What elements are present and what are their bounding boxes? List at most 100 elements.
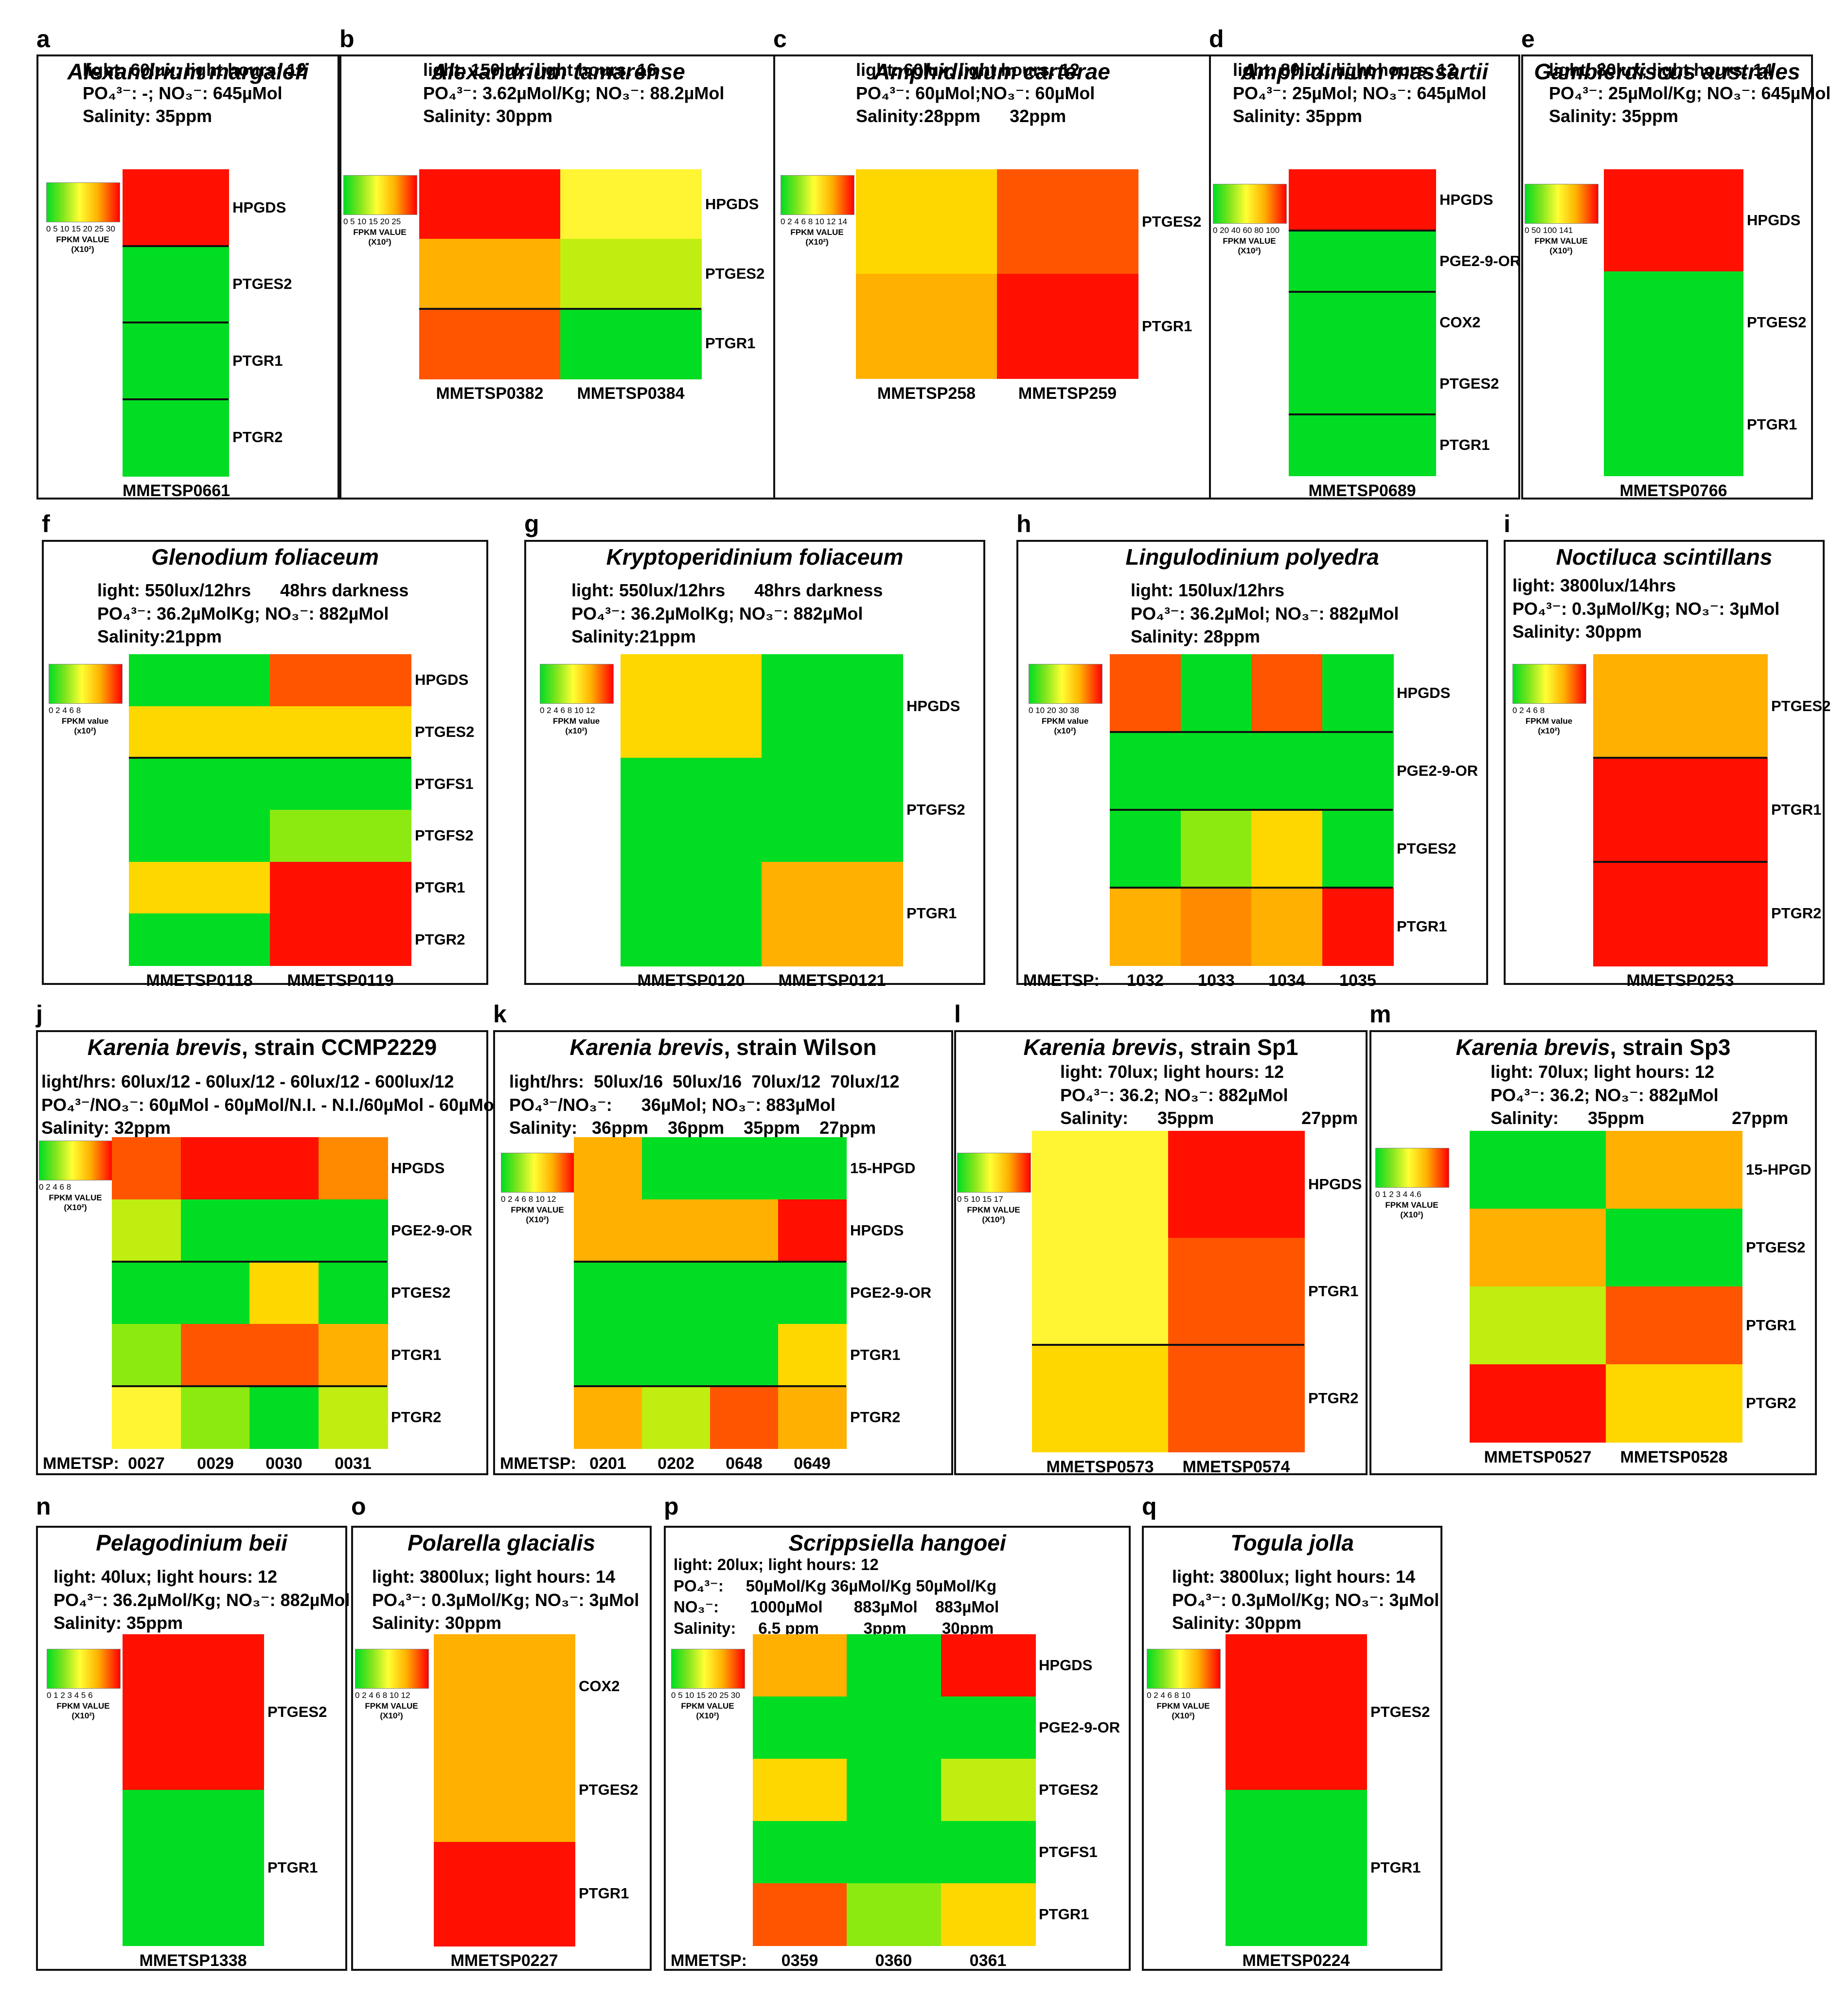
heatmap-cell [181,1137,250,1200]
panel-title: Togula jolla [1144,1531,1440,1555]
legend-caption: FPKM value (x10²) [1041,716,1089,735]
gene-label: 15-HPGD [1746,1161,1812,1178]
heatmap-cell [762,862,903,966]
gene-label: HPGDS [1308,1176,1362,1193]
sample-label: 1034 [1268,971,1305,990]
heatmap-cell [778,1137,847,1200]
heatmap-cell [270,706,411,759]
condition-line: light: 20lux; light hours: 12 [674,1555,879,1573]
species-name: Karenia brevis [569,1035,724,1060]
gene-label: PTGR2 [850,1409,901,1426]
panel-label: m [1369,1000,1391,1028]
row-separator [1289,413,1436,415]
gene-label: PTGR2 [232,429,283,446]
legend-caption: FPKM VALUE (X10²) [56,235,109,254]
gene-label: PTGR2 [415,931,465,948]
condition-line: Salinity: 30ppm [372,1613,502,1633]
gene-label: PTGFS1 [415,775,474,792]
heatmap-cell [1226,1790,1367,1946]
legend-ticks: 0 50 100 141 [1525,226,1573,235]
panel-label: e [1521,25,1535,53]
condition-line: light: 3800lux; light hours: 14 [1172,1567,1416,1587]
gene-label: PTGR1 [415,879,465,896]
heatmap-cell [753,1883,848,1946]
gene-label: PTGR1 [1439,436,1490,453]
heatmap-cell [1032,1345,1169,1452]
heatmap-cell [710,1324,779,1387]
legend-colorbar [540,664,614,704]
legend-colorbar [49,664,123,704]
legend-caption: FPKM value (x10²) [61,716,109,735]
heatmap-cell [1606,1131,1742,1209]
heatmap-cell [847,1883,942,1946]
condition-line: PO₄³⁻: 36.2µMol; NO₃⁻: 882µMol [1131,603,1399,624]
heatmap-cell [941,1759,1036,1821]
heatmap-cell [112,1386,181,1449]
heatmap-cell [1322,888,1394,966]
condition-line: light: 80lux; light hours: 12 [1233,60,1457,80]
sample-label: MMETSP0527 [1484,1448,1592,1466]
legend-colorbar [957,1153,1031,1193]
gene-label: PGE2-9-OR [1397,762,1478,779]
row-separator [1593,861,1767,863]
heatmap-cell [1032,1238,1169,1345]
gene-label: PTGR2 [1746,1394,1796,1411]
legend-ticks: 0 2 4 6 8 [49,706,81,715]
sample-label: MMETSP0766 [1619,482,1727,500]
heatmap-cell [941,1696,1036,1759]
panel-title: Amphidinium massartii [1211,59,1518,84]
condition-line: Salinity: 35ppm [53,1613,183,1633]
panel-title: Polarella glacialis [353,1531,650,1555]
legend-ticks: 0 2 4 6 8 [39,1182,71,1192]
sample-label: MMETSP0118 [146,971,253,990]
gene-label: PTGR1 [705,335,756,352]
heatmap-cell [778,1386,847,1449]
legend-ticks: 0 2 4 6 8 10 12 [540,706,595,715]
heatmap-cell [1251,810,1323,888]
species-name: Amphidinium carterae [874,59,1110,84]
row-separator [1110,731,1393,733]
heatmap-cell [856,274,997,379]
gene-label: PGE2-9-OR [1039,1719,1120,1736]
condition-line: PO₄³⁻: -; NO₃⁻: 645µMol [83,83,283,103]
heatmap-cell [574,1262,642,1324]
legend-caption: FPKM VALUE (X10²) [49,1193,102,1212]
heatmap-cell [621,862,762,966]
condition-line: PO₄³⁻/NO₃⁻: 60µMol - 60µMol/N.I. - N.I./… [41,1094,499,1115]
gene-label: PTGR1 [906,905,957,922]
species-name: Scrippsiella hangoei [788,1530,1006,1555]
heatmap-cell [1604,271,1743,374]
heatmap-cell [753,1759,848,1821]
species-name: Alexandrium tamarense [431,59,685,84]
legend-colorbar [671,1649,745,1689]
panel-label: k [493,1000,507,1028]
sample-label: MMETSP0573 [1046,1458,1154,1476]
heatmap-cell [642,1199,711,1262]
heatmap-cell [1470,1209,1606,1287]
gene-label: PTGR1 [1746,1317,1796,1334]
heatmap-cell [270,913,411,966]
condition-line: PO₄³⁻: 0.3µMol/Kg; NO₃⁻: 3µMol [1512,598,1780,619]
heatmap-cell [847,1759,942,1821]
legend-ticks: 0 2 4 6 8 10 [1147,1691,1191,1700]
legend-colorbar [501,1153,575,1193]
gene-label: PTGES2 [1142,213,1202,230]
condition-line: light: 40lux; light hours: 12 [53,1567,278,1587]
heatmap-cell [270,810,411,862]
heatmap-cell [181,1262,250,1324]
condition-line: Salinity: 6.5 ppm 3ppm 30ppm [674,1619,994,1637]
heatmap-cell [941,1634,1036,1697]
row-separator [123,245,229,247]
heatmap-cell [1593,654,1768,759]
panel-label: l [954,1000,961,1028]
condition-line: light: 550lux/12hrs 48hrs darkness [97,580,409,600]
legend-ticks: 0 20 40 60 80 100 [1213,226,1280,235]
gene-label: PTGES2 [1747,314,1807,331]
heatmap-cell [762,758,903,862]
gene-label: PTGES2 [1039,1781,1099,1798]
legend-colorbar [47,1649,121,1689]
heatmap-cell [112,1262,181,1324]
row-separator [419,308,701,310]
heatmap-cell [621,654,762,759]
